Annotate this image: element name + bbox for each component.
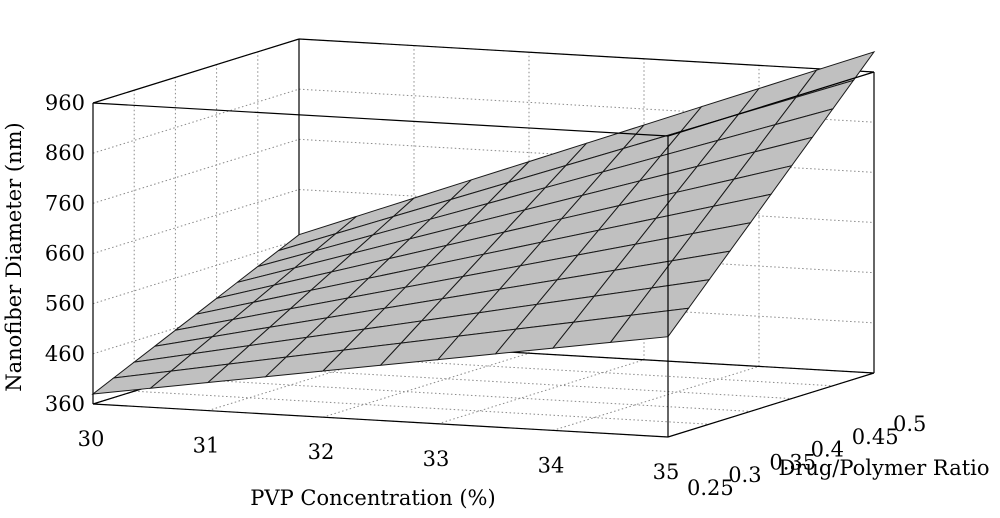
x-tick-label: 35 (653, 460, 680, 484)
surface-patch (609, 307, 690, 344)
x-tick-label: 32 (308, 440, 335, 464)
box-edge (92, 102, 669, 137)
box-edge (298, 38, 875, 73)
z-tick-label: 960 (45, 91, 85, 115)
floor-x-gridline (437, 359, 645, 425)
y-tick-label: 0.25 (687, 476, 734, 500)
left-wall-z-gridline (92, 189, 300, 254)
z-tick-label: 660 (45, 242, 85, 266)
y-tick-label: 0.3 (728, 463, 761, 487)
y-axis-title: Drug/Polymer Ratio (778, 456, 989, 480)
z-tick-label: 360 (45, 392, 85, 416)
z-tick-label: 560 (45, 292, 85, 316)
floor-x-gridline (552, 365, 760, 431)
x-tick-label: 30 (78, 427, 105, 451)
x-tick-label: 31 (193, 434, 220, 458)
box-edge (92, 403, 669, 438)
y-tick-label: 0.4 (811, 438, 844, 462)
x-tick-label: 33 (423, 447, 450, 471)
surface-mesh (91, 50, 876, 395)
box-front-edges (92, 71, 875, 438)
floor-y-gridline (134, 390, 710, 425)
z-tick-label: 860 (45, 141, 85, 165)
y-tick-label: 0.35 (769, 450, 816, 474)
box-edge (92, 38, 300, 104)
x-tick-label: 34 (538, 453, 565, 477)
box-edge (667, 372, 875, 438)
z-tick-label: 760 (45, 191, 85, 215)
x-axis-title: PVP Concentration (%) (250, 486, 495, 510)
left-wall-z-gridline (92, 138, 300, 204)
floor-y-gridline (175, 377, 751, 412)
left-wall-z-gridline (92, 88, 300, 154)
box-edge (667, 71, 875, 137)
z-tick-label: 460 (45, 342, 85, 366)
z-axis-title: Nanofiber Diameter (nm) (2, 122, 26, 391)
y-tick-label: 0.45 (852, 425, 899, 449)
y-tick-label: 0.5 (893, 412, 926, 436)
